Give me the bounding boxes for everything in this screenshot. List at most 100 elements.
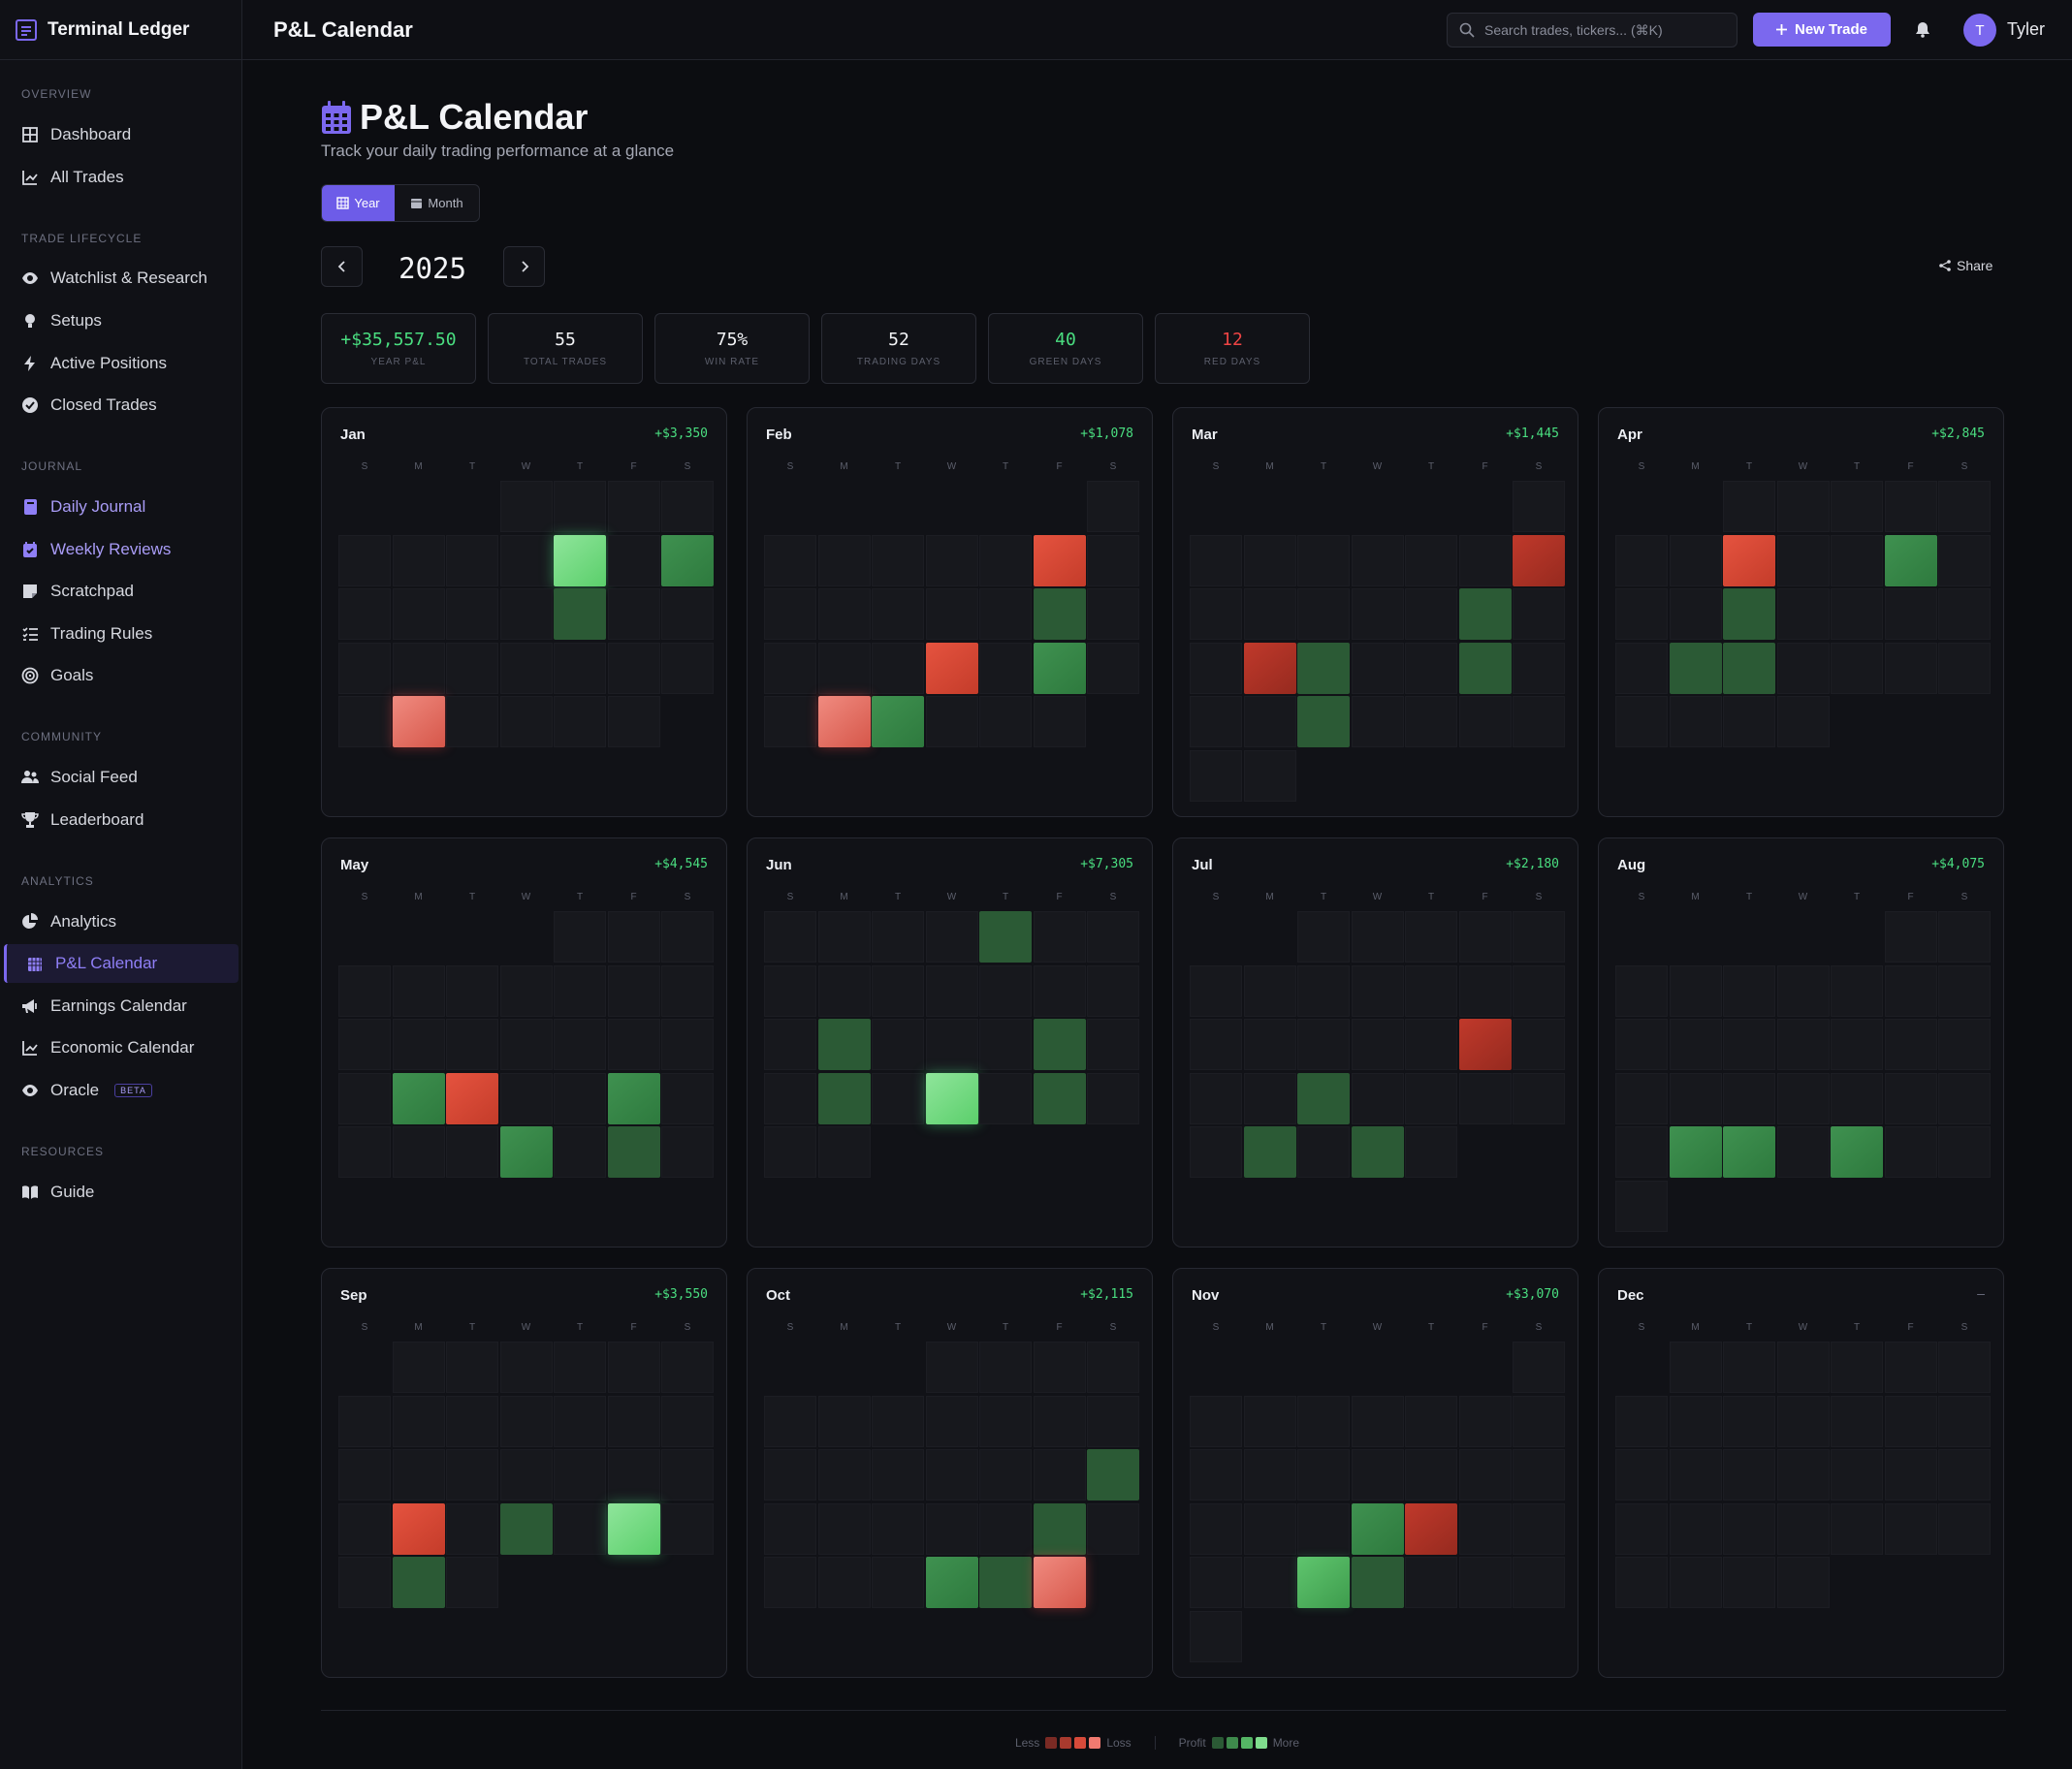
day-cell[interactable] bbox=[661, 481, 714, 532]
day-cell[interactable] bbox=[979, 534, 1032, 586]
day-cell-profit[interactable] bbox=[1884, 534, 1937, 586]
day-cell-loss[interactable] bbox=[392, 696, 445, 747]
day-cell[interactable] bbox=[764, 1502, 816, 1555]
sidebar-item-economic-calendar[interactable]: Economic Calendar bbox=[0, 1028, 242, 1067]
day-cell-profit[interactable] bbox=[1033, 642, 1086, 694]
day-cell[interactable] bbox=[1776, 1557, 1830, 1608]
day-cell-profit[interactable] bbox=[499, 1126, 553, 1178]
year-view-button[interactable]: Year bbox=[322, 185, 395, 221]
day-cell[interactable] bbox=[1243, 964, 1296, 1017]
day-cell-loss[interactable] bbox=[392, 1502, 445, 1555]
day-cell[interactable] bbox=[1831, 588, 1883, 640]
day-cell[interactable] bbox=[764, 588, 816, 640]
day-cell[interactable] bbox=[925, 1395, 978, 1447]
day-cell-profit[interactable] bbox=[979, 1557, 1032, 1608]
day-cell[interactable] bbox=[554, 1126, 606, 1178]
brand[interactable]: Terminal Ledger bbox=[0, 0, 241, 60]
month-card-jan[interactable]: Jan +$3,350 S M T W T F S bbox=[321, 407, 727, 817]
day-cell[interactable] bbox=[661, 1395, 714, 1447]
sidebar-item-dashboard[interactable]: Dashboard bbox=[0, 115, 242, 154]
day-cell[interactable] bbox=[446, 1557, 498, 1608]
day-cell[interactable] bbox=[1351, 1395, 1404, 1447]
day-cell[interactable] bbox=[446, 1019, 498, 1070]
day-cell[interactable] bbox=[1351, 534, 1404, 586]
day-cell[interactable] bbox=[1351, 964, 1404, 1017]
day-cell[interactable] bbox=[1087, 964, 1139, 1017]
day-cell[interactable] bbox=[1351, 911, 1404, 963]
day-cell[interactable] bbox=[1776, 964, 1830, 1017]
day-cell[interactable] bbox=[1513, 588, 1565, 640]
day-cell[interactable] bbox=[1776, 1502, 1830, 1555]
day-cell[interactable] bbox=[1405, 1019, 1457, 1070]
day-cell[interactable] bbox=[1831, 1019, 1883, 1070]
day-cell[interactable] bbox=[607, 911, 660, 963]
day-cell[interactable] bbox=[1033, 1449, 1086, 1500]
day-cell[interactable] bbox=[661, 1072, 714, 1124]
day-cell[interactable] bbox=[817, 642, 871, 694]
day-cell[interactable] bbox=[338, 534, 391, 586]
day-cell[interactable] bbox=[1615, 1557, 1668, 1608]
day-cell[interactable] bbox=[1190, 696, 1242, 747]
day-cell[interactable] bbox=[554, 964, 606, 1017]
day-cell-profit[interactable] bbox=[1458, 642, 1512, 694]
month-card-nov[interactable]: Nov +$3,070 S M T W T F S bbox=[1172, 1268, 1578, 1678]
day-cell[interactable] bbox=[338, 1395, 391, 1447]
day-cell[interactable] bbox=[925, 1342, 978, 1393]
day-cell-profit[interactable] bbox=[1723, 642, 1775, 694]
month-view-button[interactable]: Month bbox=[395, 185, 479, 221]
day-cell[interactable] bbox=[1087, 481, 1139, 532]
day-cell[interactable] bbox=[661, 964, 714, 1017]
day-cell[interactable] bbox=[872, 1072, 924, 1124]
day-cell[interactable] bbox=[1087, 911, 1139, 963]
day-cell[interactable] bbox=[817, 534, 871, 586]
day-cell[interactable] bbox=[872, 1449, 924, 1500]
day-cell[interactable] bbox=[925, 534, 978, 586]
day-cell-profit[interactable] bbox=[1458, 588, 1512, 640]
day-cell[interactable] bbox=[1723, 481, 1775, 532]
day-cell[interactable] bbox=[817, 964, 871, 1017]
day-cell[interactable] bbox=[446, 696, 498, 747]
day-cell[interactable] bbox=[1831, 1502, 1883, 1555]
day-cell[interactable] bbox=[554, 1072, 606, 1124]
day-cell[interactable] bbox=[1190, 1126, 1242, 1178]
day-cell-profit[interactable] bbox=[392, 1072, 445, 1124]
day-cell[interactable] bbox=[1190, 964, 1242, 1017]
day-cell[interactable] bbox=[499, 481, 553, 532]
day-cell[interactable] bbox=[392, 534, 445, 586]
day-cell[interactable] bbox=[554, 1342, 606, 1393]
month-card-mar[interactable]: Mar +$1,445 S M T W T F S bbox=[1172, 407, 1578, 817]
day-cell[interactable] bbox=[1938, 1072, 1991, 1124]
sidebar-item-guide[interactable]: Guide bbox=[0, 1173, 242, 1212]
day-cell[interactable] bbox=[979, 588, 1032, 640]
day-cell[interactable] bbox=[1723, 1395, 1775, 1447]
day-cell[interactable] bbox=[872, 642, 924, 694]
avatar[interactable]: T bbox=[1963, 14, 1996, 47]
month-card-oct[interactable]: Oct +$2,115 S M T W T F S bbox=[747, 1268, 1153, 1678]
sidebar-item-all-trades[interactable]: All Trades bbox=[0, 158, 242, 197]
day-cell[interactable] bbox=[607, 481, 660, 532]
day-cell[interactable] bbox=[1243, 1072, 1296, 1124]
day-cell[interactable] bbox=[1884, 588, 1937, 640]
month-card-apr[interactable]: Apr +$2,845 S M T W T F S bbox=[1598, 407, 2004, 817]
day-cell[interactable] bbox=[1669, 1395, 1722, 1447]
day-cell[interactable] bbox=[1458, 1449, 1512, 1500]
day-cell[interactable] bbox=[392, 588, 445, 640]
day-cell[interactable] bbox=[1513, 1502, 1565, 1555]
day-cell[interactable] bbox=[1938, 964, 1991, 1017]
day-cell[interactable] bbox=[1190, 1502, 1242, 1555]
day-cell[interactable] bbox=[1615, 1126, 1668, 1178]
day-cell[interactable] bbox=[1831, 1395, 1883, 1447]
day-cell-profit[interactable] bbox=[607, 1072, 660, 1124]
day-cell[interactable] bbox=[499, 964, 553, 1017]
day-cell[interactable] bbox=[764, 696, 816, 747]
day-cell[interactable] bbox=[1087, 534, 1139, 586]
day-cell-loss[interactable] bbox=[1033, 1557, 1086, 1608]
search-input[interactable] bbox=[1484, 22, 1727, 38]
day-cell[interactable] bbox=[338, 1557, 391, 1608]
day-cell[interactable] bbox=[1087, 588, 1139, 640]
day-cell[interactable] bbox=[1831, 1449, 1883, 1500]
day-cell[interactable] bbox=[1615, 534, 1668, 586]
day-cell[interactable] bbox=[1669, 1449, 1722, 1500]
day-cell[interactable] bbox=[338, 1449, 391, 1500]
day-cell-profit[interactable] bbox=[554, 534, 606, 586]
